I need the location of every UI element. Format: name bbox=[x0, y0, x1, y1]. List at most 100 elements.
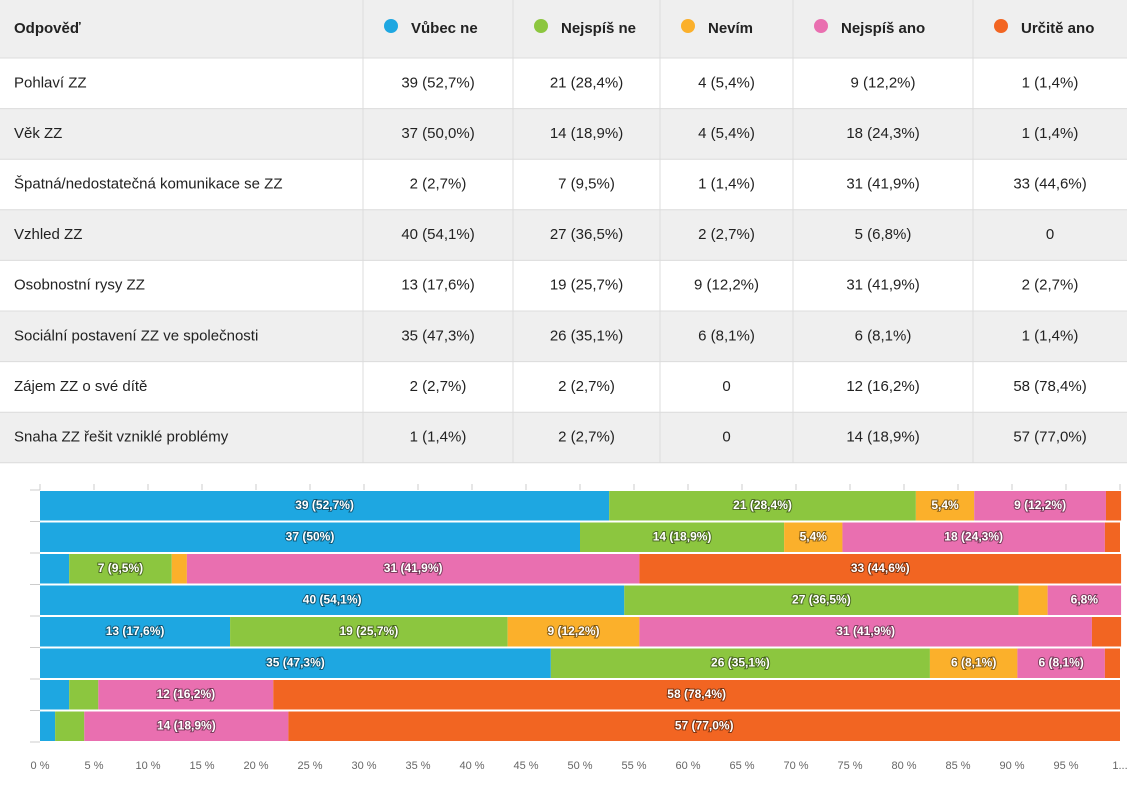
x-tick-label: 40 % bbox=[459, 760, 484, 772]
cell: 6 (8,1%) bbox=[698, 327, 755, 344]
bar-segment bbox=[609, 491, 916, 521]
bar-segment bbox=[639, 617, 1092, 647]
bar-label: 6 (8,1%) bbox=[1038, 655, 1083, 669]
cell: 2 (2,7%) bbox=[1022, 277, 1079, 294]
cell: 2 (2,7%) bbox=[410, 175, 467, 192]
bar-label: 27 (36,5%) bbox=[792, 592, 851, 606]
bar-label: 21 (28,4%) bbox=[733, 498, 792, 512]
bar-segment bbox=[929, 648, 1018, 678]
x-tick-label: 45 % bbox=[513, 760, 538, 772]
bar-label: 18 (24,3%) bbox=[944, 529, 1003, 543]
bar-segment bbox=[40, 522, 580, 552]
bar-segment bbox=[842, 522, 1105, 552]
bar-segment bbox=[1104, 648, 1120, 678]
bar-label: 5,4% bbox=[931, 498, 959, 512]
cell: 27 (36,5%) bbox=[550, 226, 623, 243]
legend-label: Vůbec ne bbox=[411, 20, 478, 37]
bar-segment bbox=[639, 554, 1122, 584]
row-bg bbox=[0, 108, 1127, 160]
bar-segment bbox=[288, 711, 1120, 741]
cell: 18 (24,3%) bbox=[846, 125, 919, 142]
row-label: Snaha ZZ řešit vzniklé problémy bbox=[14, 428, 229, 445]
bar-segment bbox=[507, 617, 640, 647]
bar-segment bbox=[1104, 522, 1120, 552]
cell: 13 (17,6%) bbox=[401, 277, 474, 294]
bar-segment bbox=[98, 680, 274, 710]
cell: 6 (8,1%) bbox=[855, 327, 912, 344]
legend-dot bbox=[994, 19, 1008, 33]
bar-segment bbox=[40, 648, 551, 678]
bar-label: 14 (18,9%) bbox=[653, 529, 712, 543]
bar-segment bbox=[974, 491, 1106, 521]
cell: 2 (2,7%) bbox=[698, 226, 755, 243]
row-label: Věk ZZ bbox=[14, 125, 62, 142]
row-label: Zájem ZZ o své dítě bbox=[14, 378, 147, 395]
x-tick-label: 60 % bbox=[675, 760, 700, 772]
bar-label: 7 (9,5%) bbox=[98, 561, 143, 575]
cell: 35 (47,3%) bbox=[401, 327, 474, 344]
cell: 9 (12,2%) bbox=[694, 277, 759, 294]
cell: 0 bbox=[722, 378, 730, 395]
bar-label: 31 (41,9%) bbox=[836, 624, 895, 638]
bar-label: 19 (25,7%) bbox=[340, 624, 399, 638]
header-cell: Odpověď bbox=[14, 20, 81, 37]
bar-segment bbox=[915, 491, 975, 521]
x-tick-label: 85 % bbox=[945, 760, 970, 772]
cell: 2 (2,7%) bbox=[558, 428, 615, 445]
x-tick-label: 90 % bbox=[999, 760, 1024, 772]
cell: 1 (1,4%) bbox=[1022, 74, 1079, 91]
x-tick-label: 15 % bbox=[189, 760, 214, 772]
cell: 19 (25,7%) bbox=[550, 277, 623, 294]
row-bg bbox=[0, 412, 1127, 463]
legend-label: Nejspíš ne bbox=[561, 20, 636, 37]
bar-segment bbox=[1017, 648, 1105, 678]
bar-segment bbox=[230, 617, 508, 647]
row-label: Sociální postavení ZZ ve společnosti bbox=[14, 327, 258, 344]
bar-segment bbox=[40, 617, 231, 647]
x-tick-label: 70 % bbox=[783, 760, 808, 772]
cell: 40 (54,1%) bbox=[401, 226, 474, 243]
bar-label: 12 (16,2%) bbox=[156, 687, 215, 701]
bar-segment bbox=[69, 554, 172, 584]
bar-segment bbox=[1047, 585, 1122, 615]
x-tick-label: 25 % bbox=[297, 760, 322, 772]
cell: 5 (6,8%) bbox=[855, 226, 912, 243]
bar-segment bbox=[69, 680, 99, 710]
legend-label: Nevím bbox=[708, 20, 753, 37]
bar-segment bbox=[40, 680, 70, 710]
bar-label: 40 (54,1%) bbox=[303, 592, 362, 606]
bar-label: 5,4% bbox=[800, 529, 828, 543]
row-label: Pohlaví ZZ bbox=[14, 74, 87, 91]
header-bg bbox=[0, 0, 1127, 58]
row-label: Vzhled ZZ bbox=[14, 226, 82, 243]
cell: 14 (18,9%) bbox=[846, 428, 919, 445]
bar-segment bbox=[40, 554, 70, 584]
cell: 1 (1,4%) bbox=[1022, 327, 1079, 344]
legend-label: Určitě ano bbox=[1021, 20, 1094, 37]
x-tick-label: 95 % bbox=[1053, 760, 1078, 772]
x-tick-label: 75 % bbox=[837, 760, 862, 772]
row-label: Špatná/nedostatečná komunikace se ZZ bbox=[14, 175, 283, 192]
bar-segment bbox=[55, 711, 85, 741]
cell: 21 (28,4%) bbox=[550, 74, 623, 91]
x-tick-label: 35 % bbox=[405, 760, 430, 772]
cell: 26 (35,1%) bbox=[550, 327, 623, 344]
cell: 31 (41,9%) bbox=[846, 277, 919, 294]
legend-label: Nejspíš ano bbox=[841, 20, 925, 37]
bar-label: 6 (8,1%) bbox=[951, 655, 996, 669]
bar-segment bbox=[1018, 585, 1048, 615]
cell: 2 (2,7%) bbox=[410, 378, 467, 395]
legend-dot bbox=[814, 19, 828, 33]
cell: 1 (1,4%) bbox=[1022, 125, 1079, 142]
x-tick-label: 80 % bbox=[891, 760, 916, 772]
legend-dot bbox=[384, 19, 398, 33]
row-label: Osobnostní rysy ZZ bbox=[14, 277, 145, 294]
x-tick-label: 0 % bbox=[31, 760, 50, 772]
x-tick-label: 50 % bbox=[567, 760, 592, 772]
bar-segment bbox=[1091, 617, 1122, 647]
row-bg bbox=[0, 311, 1127, 362]
legend-dot bbox=[534, 19, 548, 33]
bar-segment bbox=[40, 491, 610, 521]
bar-segment bbox=[273, 680, 1120, 710]
